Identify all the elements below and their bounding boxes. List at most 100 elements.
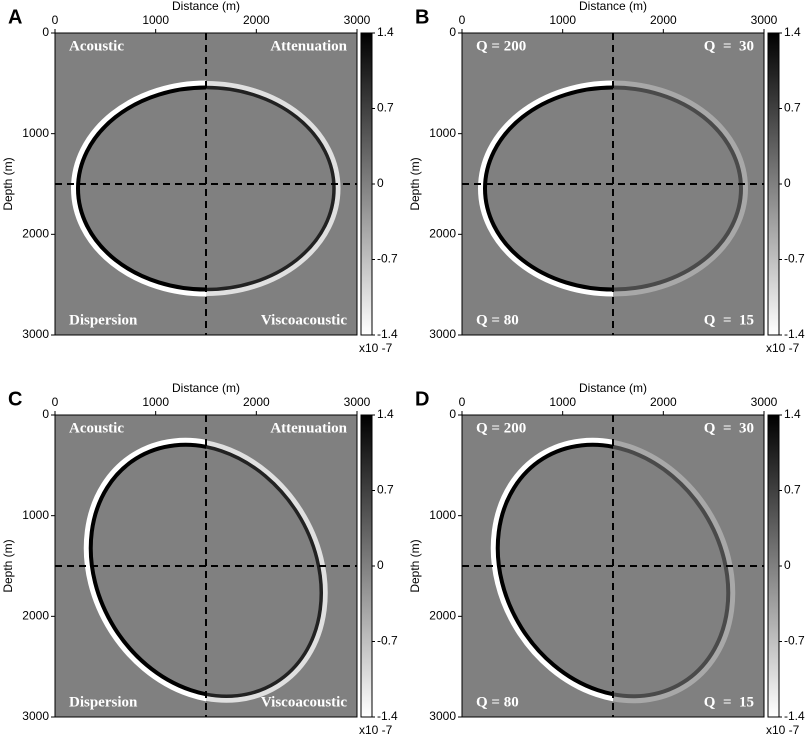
colorbar xyxy=(360,414,373,718)
colorbar-tick-label: 0.7 xyxy=(377,483,394,497)
wavefront-right xyxy=(613,437,736,704)
colorbar-tick-label: 0.7 xyxy=(377,101,394,115)
x-tick-label: 2000 xyxy=(243,395,270,409)
y-axis-label: Depth (m) xyxy=(408,157,422,210)
y-tick-label: 2000 xyxy=(429,227,456,241)
x-tick-label: 2000 xyxy=(650,395,677,409)
wavefront-right xyxy=(613,80,748,297)
colorbar-tick-label: -1.4 xyxy=(784,327,805,341)
panel-label: D xyxy=(415,388,429,410)
x-tick-label: 0 xyxy=(459,395,466,409)
colorbar-tick-label: -0.7 xyxy=(377,252,398,266)
wavefront xyxy=(495,442,613,699)
colorbar-tick-label: 1.4 xyxy=(377,25,394,39)
x-axis-label: Distance (m) xyxy=(172,0,240,13)
y-axis-label: Depth (m) xyxy=(1,157,15,210)
colorbar-tick-label: 0.7 xyxy=(784,483,801,497)
panel-label: B xyxy=(415,6,429,28)
y-tick-label: 2000 xyxy=(22,609,49,623)
wavefront xyxy=(206,438,328,703)
annotation: Acoustic xyxy=(69,420,124,436)
annotation: Q = 200 xyxy=(476,38,526,54)
y-tick-label: 2000 xyxy=(22,227,49,241)
wavefront-left xyxy=(83,437,206,704)
colorbar-unit: x10 -7 xyxy=(359,341,393,355)
wavefront xyxy=(613,80,748,297)
x-axis-label: Distance (m) xyxy=(579,0,647,13)
wavefront-left xyxy=(490,437,613,704)
colorbar-tick-label: 0 xyxy=(377,176,384,190)
y-tick-label: 0 xyxy=(42,407,49,421)
x-tick-label: 0 xyxy=(459,13,466,27)
wavefront xyxy=(613,85,743,292)
y-axis-label: Depth (m) xyxy=(1,539,15,592)
wavefront xyxy=(613,442,731,699)
panel-label: C xyxy=(8,388,22,410)
wavefront-right xyxy=(206,438,328,703)
annotation: Q = 15 xyxy=(704,312,754,328)
y-tick-label: 0 xyxy=(449,25,456,39)
wavefront xyxy=(71,80,206,297)
annotation: Acoustic xyxy=(69,38,124,54)
colorbar-tick-label: 0 xyxy=(784,176,791,190)
y-axis-label: Depth (m) xyxy=(408,539,422,592)
y-tick-label: 1000 xyxy=(22,126,49,140)
annotation: Q = 30 xyxy=(704,38,754,54)
x-tick-label: 0 xyxy=(52,395,59,409)
colorbar-tick-label: -0.7 xyxy=(377,634,398,648)
colorbar xyxy=(767,32,780,336)
y-tick-label: 3000 xyxy=(22,327,49,341)
y-tick-label: 0 xyxy=(42,25,49,39)
annotation: Q = 200 xyxy=(476,420,526,436)
y-tick-label: 1000 xyxy=(429,126,456,140)
x-tick-label: 3000 xyxy=(344,395,371,409)
panel: 0 1000 2000 3000 0 1000 2000 3000 Distance (m) De… xyxy=(1,0,398,355)
panel: 0 1000 2000 3000 0 1000 2000 3000 Distance (m) De… xyxy=(408,381,805,737)
annotation: Viscoacoustic xyxy=(261,694,347,710)
y-tick-label: 3000 xyxy=(429,709,456,723)
wavefront xyxy=(206,81,341,296)
x-tick-label: 1000 xyxy=(142,395,169,409)
annotation: Attenuation xyxy=(270,420,347,436)
colorbar xyxy=(767,414,780,718)
wavefront xyxy=(206,85,336,292)
colorbar-unit: x10 -7 xyxy=(766,723,800,737)
colorbar-tick-label: 0 xyxy=(784,558,791,572)
wavefront xyxy=(483,85,613,292)
y-tick-label: 0 xyxy=(449,407,456,421)
colorbar-unit: x10 -7 xyxy=(359,723,393,737)
annotation: Viscoacoustic xyxy=(261,312,347,328)
wavefront-left xyxy=(71,80,206,297)
annotation: Q = 80 xyxy=(476,312,519,328)
wavefront-left xyxy=(478,80,613,297)
x-tick-label: 3000 xyxy=(751,395,778,409)
annotation: Attenuation xyxy=(270,38,347,54)
wavefront xyxy=(76,85,206,292)
annotation: Q = 80 xyxy=(476,694,519,710)
annotation: Q = 15 xyxy=(704,694,754,710)
plot-frame xyxy=(54,414,358,718)
annotation: Dispersion xyxy=(69,312,138,328)
x-tick-label: 2000 xyxy=(243,13,270,27)
x-tick-label: 3000 xyxy=(344,13,371,27)
wavefield xyxy=(478,80,748,297)
colorbar xyxy=(360,32,373,336)
colorbar-tick-label: 1.4 xyxy=(784,25,801,39)
panel: 0 1000 2000 3000 0 1000 2000 3000 Distance (m) De… xyxy=(1,381,398,737)
wavefront xyxy=(206,443,323,699)
panel-label: A xyxy=(8,6,22,28)
colorbar-tick-label: 1.4 xyxy=(784,407,801,421)
x-tick-label: 2000 xyxy=(650,13,677,27)
x-tick-label: 1000 xyxy=(142,13,169,27)
annotation: Q = 30 xyxy=(704,420,754,436)
y-tick-label: 3000 xyxy=(429,327,456,341)
wavefield xyxy=(83,437,328,704)
annotation: Dispersion xyxy=(69,694,138,710)
wavefront xyxy=(83,437,206,704)
colorbar-tick-label: -0.7 xyxy=(784,252,805,266)
wavefield xyxy=(71,80,341,297)
wavefront-right xyxy=(206,81,341,296)
wavefront xyxy=(478,80,613,297)
